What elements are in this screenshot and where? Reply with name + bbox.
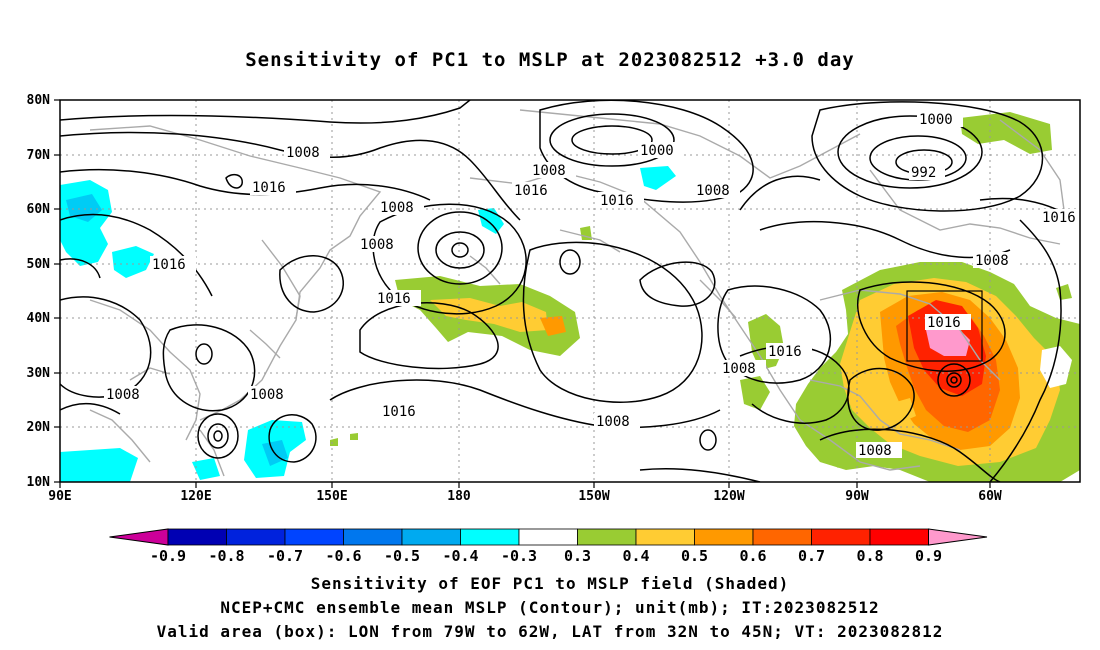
latitude-axis: 80N 70N 60N 50N 40N 30N 20N 10N xyxy=(27,93,60,490)
lat-label: 60N xyxy=(27,202,51,217)
colorbar-tick-label: -0.4 xyxy=(442,547,478,565)
contour-label: 1016 xyxy=(377,291,411,307)
contour-label: 1016 xyxy=(382,404,416,420)
lon-label: 90W xyxy=(845,489,869,504)
footer-line-2: NCEP+CMC ensemble mean MSLP (Contour); u… xyxy=(220,598,880,617)
lat-label: 40N xyxy=(27,311,51,326)
colorbar-swatch xyxy=(577,528,637,546)
contour-label: 1008 xyxy=(250,387,284,403)
contour-label: 1008 xyxy=(696,183,730,199)
colorbar-tick-label: 0.8 xyxy=(856,547,883,565)
footer-line-3: Valid area (box): LON from 79W to 62W, L… xyxy=(156,622,944,641)
lon-label: 90E xyxy=(48,489,71,504)
contour-label: 1016 xyxy=(927,315,961,331)
contour-label: 1008 xyxy=(858,443,892,459)
colorbar-tick-label: -0.3 xyxy=(501,547,537,565)
colorbar-swatch xyxy=(635,528,695,546)
colorbar-tick-label: 0.7 xyxy=(798,547,825,565)
colorbar-swatch xyxy=(694,528,754,546)
colorbar-tick-label: 0.4 xyxy=(622,547,649,565)
colorbar-swatch xyxy=(869,528,929,546)
colorbar-tick-label: -0.9 xyxy=(150,547,186,565)
lon-label: 180 xyxy=(447,489,471,504)
contour-label: 1008 xyxy=(722,361,756,377)
contour-label: 1008 xyxy=(532,163,566,179)
isobar-contours xyxy=(60,100,1080,482)
contour-label: 1016 xyxy=(252,180,286,196)
lat-label: 80N xyxy=(27,93,51,108)
colorbar-swatch xyxy=(460,528,520,546)
contour-label: 1008 xyxy=(596,414,630,430)
lon-label: 150E xyxy=(316,489,347,504)
contour-label: 1000 xyxy=(640,143,674,159)
colorbar-tick-label: 0.3 xyxy=(564,547,591,565)
longitude-axis: 90E 120E 150E 180 150W 120W 90W 60W xyxy=(48,482,1002,504)
colorbar-swatch xyxy=(401,528,461,546)
footer-line-1: Sensitivity of EOF PC1 to MSLP field (Sh… xyxy=(310,574,790,593)
contour-label: 1016 xyxy=(768,344,802,360)
contour-label: 1016 xyxy=(514,183,548,199)
colorbar-tick-label: 0.5 xyxy=(681,547,708,565)
contour-label: 1016 xyxy=(152,257,186,273)
lon-label: 120W xyxy=(713,489,744,504)
contour-label: 1008 xyxy=(360,237,394,253)
colorbar-swatch xyxy=(343,528,403,546)
colorbar-swatch xyxy=(284,528,344,546)
chart-title: Sensitivity of PC1 to MSLP at 2023082512… xyxy=(245,49,855,71)
colorbar-right-arrow xyxy=(928,528,988,546)
lat-label: 50N xyxy=(27,257,51,272)
colorbar: -0.9 -0.8 -0.7 -0.6 -0.5 -0.4 -0.3 0.3 0.4 0.5 0.6… xyxy=(109,528,988,565)
contour-label: 1016 xyxy=(1042,210,1076,226)
colorbar-swatch xyxy=(752,528,812,546)
colorbar-tick-label: -0.5 xyxy=(384,547,420,565)
contour-label: 1008 xyxy=(975,253,1009,269)
colorbar-left-arrow xyxy=(109,528,169,546)
colorbar-tick-label: 0.9 xyxy=(915,547,942,565)
map-frame xyxy=(59,99,1081,483)
contour-label: 1008 xyxy=(380,200,414,216)
valid-area-box xyxy=(906,290,983,362)
contour-label: 1008 xyxy=(286,145,320,161)
lon-label: 150W xyxy=(578,489,609,504)
colorbar-tick-label: -0.6 xyxy=(325,547,361,565)
lon-label: 120E xyxy=(180,489,211,504)
contour-label: 992 xyxy=(911,165,936,181)
lat-label: 30N xyxy=(27,366,51,381)
colorbar-tick-label: -0.7 xyxy=(267,547,303,565)
contour-labels: 1008 1016 1008 1008 1016 1000 1008 1016 … xyxy=(104,111,1080,459)
contour-label: 1000 xyxy=(919,112,953,128)
contour-label: 1016 xyxy=(600,193,634,209)
lat-label: 10N xyxy=(27,475,51,490)
lat-label: 20N xyxy=(27,420,51,435)
colorbar-tick-label: -0.8 xyxy=(208,547,244,565)
colorbar-tick-label: 0.6 xyxy=(739,547,766,565)
colorbar-swatch xyxy=(811,528,871,546)
lon-label: 60W xyxy=(978,489,1002,504)
colorbar-swatch xyxy=(167,528,227,546)
colorbar-swatch xyxy=(226,528,286,546)
lat-label: 70N xyxy=(27,148,51,163)
contour-label: 1008 xyxy=(106,387,140,403)
colorbar-swatch xyxy=(518,528,578,546)
coastlines xyxy=(89,109,1065,477)
